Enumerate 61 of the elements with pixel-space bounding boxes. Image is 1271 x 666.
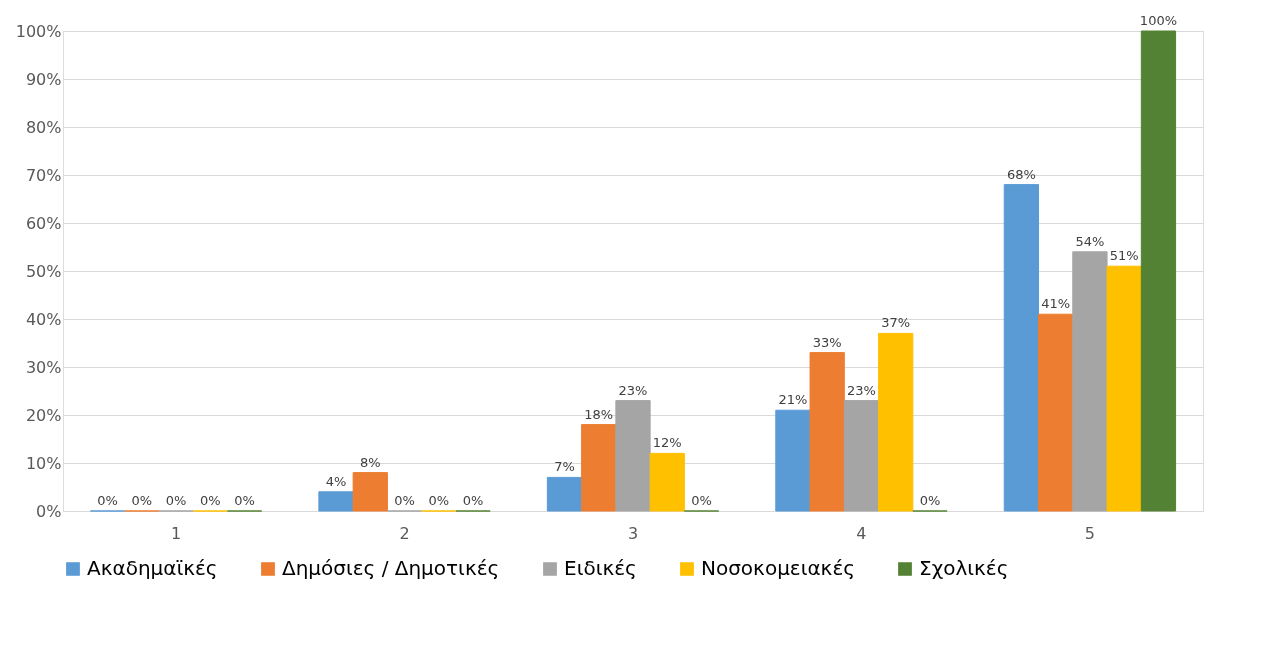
bar xyxy=(352,472,388,512)
data-label: 4% xyxy=(325,473,347,489)
legend-label: Νοσοκομειακές xyxy=(701,556,855,580)
bar xyxy=(1140,30,1177,512)
y-tick-label: 60% xyxy=(25,213,62,233)
bar xyxy=(809,352,845,512)
y-tick-label: 10% xyxy=(25,453,62,473)
y-tick-label: 80% xyxy=(25,117,62,137)
bar xyxy=(581,424,617,512)
y-tick-label: 0% xyxy=(36,501,62,521)
bar xyxy=(878,332,914,512)
data-label: 18% xyxy=(584,406,614,422)
x-tick-label: 1 xyxy=(170,523,182,543)
legend-label: Σχολικές xyxy=(919,556,1009,580)
data-label: 0% xyxy=(165,493,187,508)
y-tick-label: 30% xyxy=(25,357,62,377)
legend-label: Ειδικές xyxy=(564,556,637,580)
data-label: 0% xyxy=(691,493,712,508)
y-tick-label: 100% xyxy=(15,21,62,41)
data-label: 41% xyxy=(1041,296,1071,312)
bar xyxy=(318,491,354,512)
data-label: 12% xyxy=(652,435,682,451)
bar xyxy=(1072,251,1108,512)
data-label: 0% xyxy=(394,493,415,508)
bar xyxy=(1038,313,1074,512)
data-label: 0% xyxy=(97,493,118,508)
y-tick-label: 90% xyxy=(25,69,62,89)
data-label: 68% xyxy=(1006,166,1036,182)
data-label: 0% xyxy=(234,493,255,508)
bar xyxy=(1106,265,1142,512)
data-label: 8% xyxy=(359,454,381,470)
x-tick-label: 4 xyxy=(856,523,867,543)
y-tick-label: 50% xyxy=(25,261,62,281)
x-tick-label: 5 xyxy=(1084,523,1096,543)
data-label: 33% xyxy=(812,334,842,350)
bar xyxy=(1003,184,1040,512)
data-label: 54% xyxy=(1075,233,1105,249)
data-label: 0% xyxy=(919,493,941,508)
y-tick-label: 20% xyxy=(25,405,62,425)
data-label: 0% xyxy=(462,493,484,508)
data-label: 23% xyxy=(847,382,876,398)
bar xyxy=(775,409,811,512)
data-label: 0% xyxy=(131,493,153,508)
bar xyxy=(843,400,880,512)
data-label: 23% xyxy=(618,382,648,398)
data-label: 100% xyxy=(1139,13,1178,28)
legend-label: Δημόσιες / Δημοτικές xyxy=(282,556,500,580)
bar xyxy=(649,452,685,512)
x-tick-label: 2 xyxy=(399,523,410,543)
bar xyxy=(546,476,583,512)
y-tick-label: 40% xyxy=(25,309,62,329)
data-label: 7% xyxy=(554,459,575,475)
bar xyxy=(615,400,651,512)
data-label: 0% xyxy=(428,493,450,508)
data-label: 37% xyxy=(881,315,911,331)
x-tick-label: 3 xyxy=(627,523,639,543)
legend-label: Ακαδημαϊκές xyxy=(87,556,218,580)
data-label: 21% xyxy=(778,392,808,408)
data-label: 0% xyxy=(200,493,221,508)
y-tick-label: 70% xyxy=(25,165,62,185)
data-label: 51% xyxy=(1109,248,1139,264)
